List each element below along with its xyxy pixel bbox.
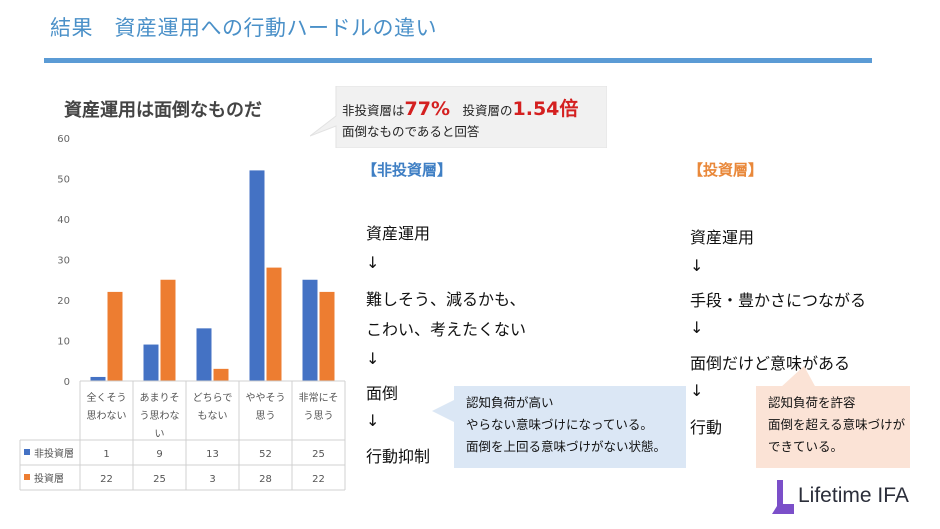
slide-title: 結果 資産運用への行動ハードルの違い: [50, 16, 437, 40]
category-label: う思う: [304, 410, 334, 422]
callout-ratio: 1.54倍: [512, 98, 579, 120]
non-investor-arrow: ↓: [366, 411, 380, 430]
bar: [143, 344, 159, 381]
note-line: やらない意味づけになっている。: [466, 417, 653, 432]
non-investor-step: 面倒: [366, 384, 399, 403]
investor-step: 資産運用: [690, 228, 755, 247]
category-label: 全くそう: [87, 391, 127, 404]
investor-note: 認知負荷を許容 面倒を超える意味づけが できている。: [756, 386, 910, 468]
category-label: あまりそ: [140, 392, 180, 404]
y-tick-label: 20: [57, 296, 70, 307]
note-line: 面倒を超える意味づけが: [768, 417, 906, 432]
chart-title: 資産運用は面倒なものだ: [64, 100, 262, 121]
investor-arrow: ↓: [690, 318, 704, 337]
table-value: 22: [312, 474, 325, 485]
non-investor-step: 資産運用: [366, 224, 431, 243]
non-investor-heading: 【非投資層】: [362, 161, 453, 179]
note-line: できている。: [768, 439, 844, 454]
logo-text: Lifetime IFA: [798, 484, 909, 507]
investor-heading: 【投資層】: [688, 161, 764, 179]
investor-step: 面倒だけど意味がある: [690, 354, 851, 373]
table-value: 13: [206, 449, 219, 460]
non-investor-step: こわい、考えたくない: [366, 320, 527, 339]
category-label: もない: [198, 410, 228, 422]
bar: [160, 279, 176, 381]
note-line: 面倒を上回る意味づけがない状態。: [466, 439, 667, 454]
y-tick-label: 0: [64, 377, 70, 388]
bar: [196, 328, 212, 381]
legend-label: 投資層: [34, 472, 64, 485]
callout-prefix: 非投資層は: [342, 103, 405, 118]
non-investor-arrow: ↓: [366, 349, 380, 368]
callout-mid: 投資層の: [450, 103, 513, 118]
bar: [302, 279, 318, 381]
non-investor-arrow: ↓: [366, 253, 380, 272]
category-label: ややそう: [246, 392, 286, 404]
title-divider: [44, 58, 872, 63]
non-investor-step: 難しそう、減るかも、: [366, 290, 526, 309]
table-value: 52: [259, 449, 272, 460]
lifetime-ifa-logo: Lifetime IFA: [768, 478, 928, 518]
bar: [213, 368, 229, 381]
y-tick-label: 60: [57, 134, 70, 145]
y-tick-label: 30: [57, 256, 70, 267]
table-value: 1: [103, 449, 109, 460]
callout-percentage: 77%: [404, 98, 450, 120]
table-value: 3: [209, 474, 215, 485]
table-value: 22: [100, 474, 113, 485]
note-line: 認知負荷を許容: [768, 395, 856, 410]
category-label: う思わな: [140, 410, 180, 422]
category-label: い: [155, 429, 165, 440]
category-label: どちらで: [193, 392, 233, 404]
callout-subtext: 面倒なものであると回答: [342, 124, 480, 139]
table-value: 28: [259, 474, 272, 485]
y-tick-label: 50: [57, 175, 70, 186]
callout-headline: 非投資層は77% 投資層の1.54倍: [342, 94, 578, 121]
bar: [266, 267, 282, 381]
bar: [319, 291, 335, 381]
table-value: 9: [156, 449, 162, 460]
category-label: 思わない: [87, 410, 127, 422]
bar: [90, 376, 106, 381]
note-pointer: [780, 366, 816, 388]
y-tick-label: 40: [57, 215, 70, 226]
note-pointer: [432, 400, 454, 422]
comparison-callout: 非投資層は77% 投資層の1.54倍 面倒なものであると回答: [310, 86, 607, 148]
non-investor-note: 認知負荷が高い やらない意味づけになっている。 面倒を上回る意味づけがない状態。: [454, 386, 686, 468]
legend-label: 非投資層: [34, 447, 74, 460]
bar: [107, 291, 123, 381]
investor-arrow: ↓: [690, 381, 704, 400]
investor-step: 行動: [690, 418, 723, 437]
non-investor-step: 行動抑制: [366, 447, 431, 466]
logo-mark-icon: [772, 480, 794, 514]
investor-step: 手段・豊かさにつながる: [690, 291, 867, 310]
y-tick-label: 10: [57, 337, 70, 348]
table-value: 25: [153, 474, 166, 485]
investor-arrow: ↓: [690, 256, 704, 275]
note-line: 認知負荷が高い: [466, 395, 554, 410]
legend-swatch: [24, 474, 30, 480]
category-label: 思う: [256, 410, 276, 422]
table-value: 25: [312, 449, 325, 460]
bar: [249, 170, 265, 381]
legend-swatch: [24, 449, 30, 455]
category-label: 非常にそ: [299, 391, 339, 404]
